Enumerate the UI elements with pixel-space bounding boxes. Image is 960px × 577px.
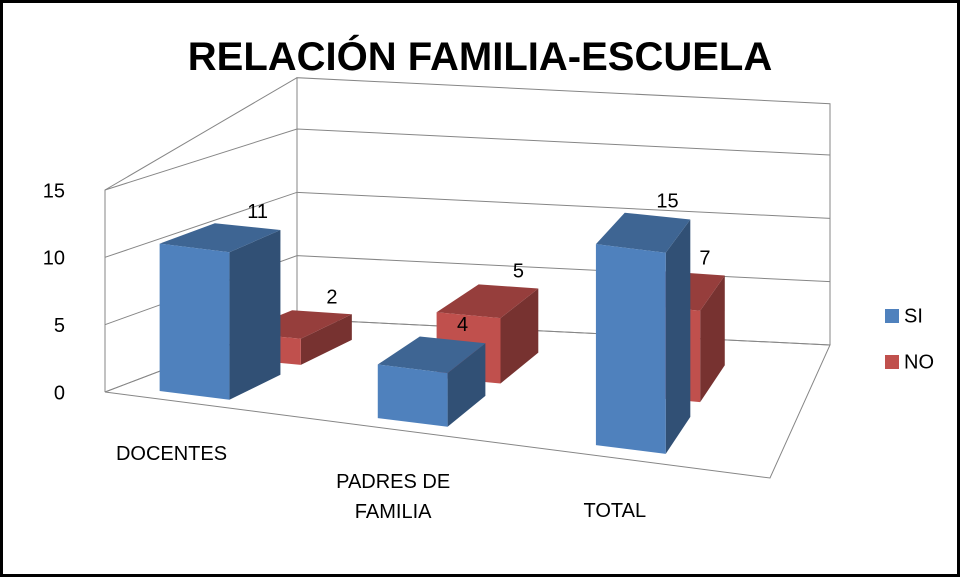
- bar-front: [159, 243, 230, 400]
- bar: [377, 336, 486, 427]
- bar-side: [447, 343, 486, 427]
- data-label: 4: [457, 314, 468, 336]
- bar: [159, 223, 281, 400]
- x-tick-label: TOTAL: [583, 499, 647, 522]
- data-label: 11: [247, 201, 268, 223]
- bar-side: [700, 275, 725, 403]
- bar: [595, 212, 691, 454]
- bar-side: [300, 314, 352, 365]
- chart-title: RELACIÓN FAMILIA-ESCUELA: [187, 35, 773, 79]
- x-tick-label: DOCENTES: [115, 442, 228, 465]
- back-wall: [296, 77, 831, 345]
- x-tick-label: PADRES DE FAMILIA: [336, 471, 451, 524]
- legend-swatch: [885, 309, 899, 323]
- y-tick-label: 10: [43, 248, 65, 270]
- legend-label: SI: [904, 305, 923, 327]
- y-tick-label: 15: [43, 180, 65, 202]
- bar-front: [595, 244, 666, 454]
- bar-top: [436, 284, 539, 319]
- bar-side: [229, 230, 281, 400]
- bar-front: [377, 364, 448, 427]
- bar-side: [500, 288, 539, 384]
- data-label: 5: [513, 261, 524, 283]
- bar-top: [159, 223, 281, 253]
- legend-label: NO: [904, 351, 934, 373]
- legend-swatch: [885, 355, 899, 369]
- grid-line: [104, 128, 831, 191]
- y-tick-label: 5: [54, 315, 65, 337]
- data-label: 2: [326, 287, 337, 309]
- plot: 0 5 10 15 2 5 7 11 4 15 SI NO: [43, 77, 934, 479]
- data-label: 15: [656, 190, 678, 212]
- data-label: 7: [699, 248, 710, 270]
- bar-top: [595, 212, 691, 253]
- grid-line: [104, 191, 831, 258]
- bar-side: [665, 219, 691, 454]
- y-tick-label: 0: [54, 382, 65, 404]
- bar-top: [377, 336, 486, 374]
